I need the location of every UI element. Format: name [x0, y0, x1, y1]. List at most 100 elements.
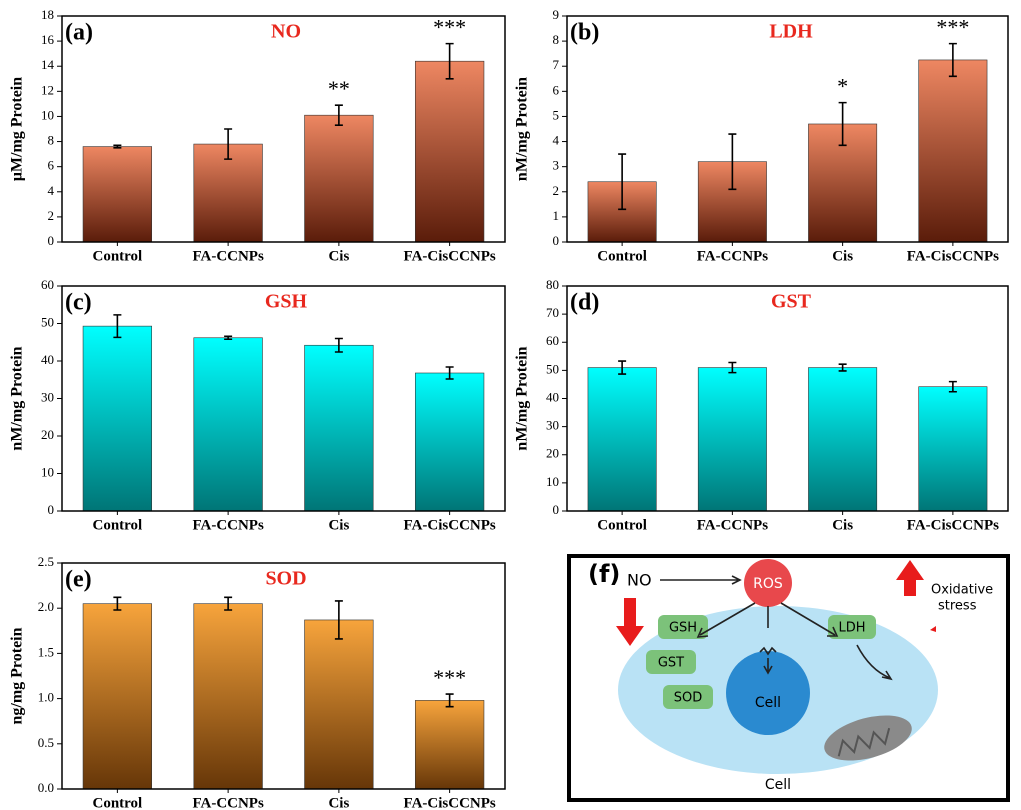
- x-tick-label: FA-CisCCNPs: [907, 517, 999, 533]
- y-tick-label: 40: [546, 389, 559, 404]
- y-tick-label: 1.0: [38, 690, 54, 705]
- x-tick-label: FA-CCNPs: [697, 517, 769, 533]
- panel-label: (a): [65, 20, 93, 46]
- bar: [305, 620, 374, 789]
- x-tick-label: Control: [597, 517, 647, 533]
- y-tick-label: 40: [41, 352, 54, 367]
- effect-label: stress: [938, 599, 977, 614]
- x-tick-label: Cis: [328, 517, 349, 533]
- y-tick-label: 0: [553, 233, 560, 248]
- x-tick-label: FA-CisCCNPs: [404, 795, 496, 810]
- y-tick-label: 0.0: [38, 780, 54, 795]
- bar: [194, 338, 263, 511]
- y-tick-label: 2.0: [38, 599, 54, 614]
- bar: [698, 368, 766, 511]
- x-tick-label: Cis: [832, 248, 853, 264]
- y-tick-label: 10: [41, 464, 54, 479]
- y-axis-label: μM/mg Protein: [9, 77, 26, 181]
- bar: [83, 326, 152, 511]
- chart-title: NO: [271, 21, 301, 43]
- chart-title: SOD: [265, 568, 306, 590]
- x-tick-label: FA-CisCCNPs: [404, 517, 496, 533]
- panel-label: (f): [588, 560, 620, 588]
- x-tick-label: FA-CisCCNPs: [907, 248, 999, 264]
- y-tick-label: 9: [553, 7, 560, 22]
- x-tick-label: Cis: [328, 795, 349, 810]
- bar: [588, 368, 656, 511]
- y-tick-label: 8: [553, 32, 560, 47]
- hub-label: ROS: [753, 576, 783, 592]
- significance: ***: [433, 15, 466, 40]
- y-tick-label: 6: [553, 82, 560, 97]
- marker-label: LDH: [838, 621, 865, 636]
- x-tick-label: FA-CCNPs: [192, 248, 264, 264]
- y-tick-label: 30: [41, 389, 54, 404]
- cell-label: Cell: [765, 777, 791, 793]
- y-tick-label: 50: [41, 314, 54, 329]
- bar: [808, 368, 876, 511]
- y-tick-label: 10: [546, 474, 559, 489]
- x-tick-label: Control: [597, 248, 647, 264]
- bar: [305, 345, 374, 511]
- y-tick-label: 14: [41, 57, 55, 72]
- chart-title: LDH: [769, 21, 813, 43]
- y-tick-label: 18: [41, 7, 54, 22]
- antioxidant-label: GSH: [669, 621, 697, 636]
- bar: [919, 60, 987, 242]
- y-tick-label: 70: [546, 305, 559, 320]
- bar: [83, 604, 152, 789]
- x-tick-label: Cis: [832, 517, 853, 533]
- y-tick-label: 20: [546, 446, 559, 461]
- figure: (f) NO ROS GSH GST SOD LDH Cell Oxidativ…: [0, 0, 1021, 810]
- x-tick-label: FA-CCNPs: [697, 248, 769, 264]
- panel-label: (b): [570, 20, 599, 46]
- y-tick-label: 30: [546, 418, 559, 433]
- significance: **: [328, 76, 350, 101]
- x-tick-label: FA-CCNPs: [192, 517, 264, 533]
- y-axis-label: ng/mg Protein: [9, 627, 26, 724]
- x-tick-label: FA-CisCCNPs: [404, 248, 496, 264]
- y-tick-label: 4: [48, 183, 55, 198]
- y-tick-label: 16: [41, 32, 55, 47]
- y-tick-label: 0: [48, 233, 55, 248]
- y-tick-label: 10: [41, 107, 54, 122]
- y-tick-label: 60: [41, 277, 54, 292]
- significance: ***: [936, 15, 969, 40]
- chart-title: GSH: [265, 291, 308, 313]
- y-tick-label: 2.5: [38, 554, 54, 569]
- y-tick-label: 0.5: [38, 735, 54, 750]
- diagram: (f) NO ROS GSH GST SOD LDH Cell Oxidativ…: [569, 556, 1008, 800]
- y-tick-label: 6: [48, 158, 55, 173]
- bar: [415, 61, 484, 242]
- bar: [415, 700, 484, 789]
- y-axis-label: nM/mg Protein: [514, 77, 531, 181]
- antioxidant-label: SOD: [674, 691, 703, 706]
- y-tick-label: 20: [41, 427, 54, 442]
- y-tick-label: 12: [41, 82, 54, 97]
- y-tick-label: 0: [48, 502, 55, 517]
- y-tick-label: 1.5: [38, 644, 54, 659]
- y-tick-label: 2: [553, 183, 560, 198]
- y-tick-label: 2: [48, 208, 55, 223]
- source-label: NO: [627, 571, 652, 590]
- y-tick-label: 50: [546, 361, 559, 376]
- nucleus-label: Cell: [755, 695, 781, 711]
- x-tick-label: FA-CCNPs: [192, 795, 264, 810]
- chart-title: GST: [771, 291, 812, 313]
- significance: *: [837, 74, 848, 99]
- y-tick-label: 8: [48, 133, 55, 148]
- y-axis-label: nM/mg Protein: [9, 346, 26, 450]
- y-tick-label: 80: [546, 277, 559, 292]
- y-tick-label: 3: [553, 158, 560, 173]
- y-tick-label: 5: [553, 107, 560, 122]
- x-tick-label: Cis: [328, 248, 349, 264]
- significance: ***: [433, 665, 466, 690]
- panel-label: (e): [65, 567, 92, 593]
- y-tick-label: 7: [553, 57, 560, 72]
- y-tick-label: 1: [553, 208, 560, 223]
- y-axis-label: nM/mg Protein: [514, 346, 531, 450]
- bar: [415, 373, 484, 511]
- y-tick-label: 4: [553, 133, 560, 148]
- y-tick-label: 60: [546, 333, 559, 348]
- panel-label: (d): [570, 290, 599, 316]
